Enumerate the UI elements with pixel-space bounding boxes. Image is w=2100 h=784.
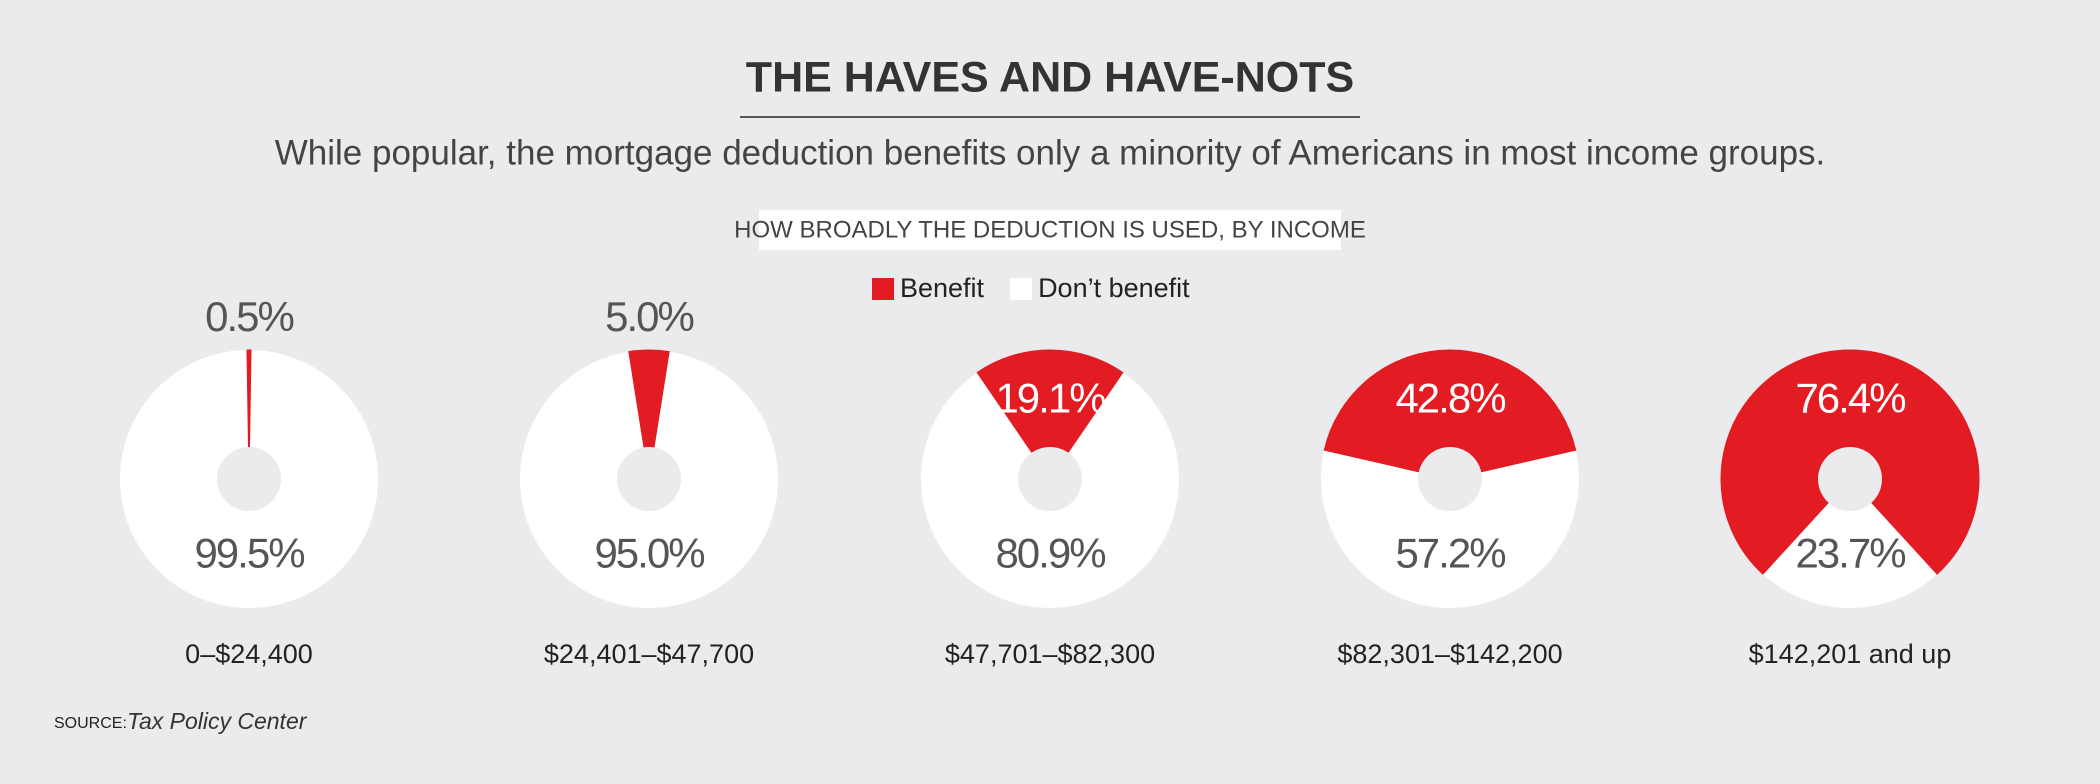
donut-segment	[1762, 479, 1938, 608]
data-label: 19.1%	[995, 375, 1105, 422]
data-label: 0.5%	[205, 293, 293, 340]
donut-hole	[217, 447, 281, 511]
donut-segment	[976, 349, 1124, 480]
category-label: $24,401–$47,700	[544, 639, 754, 669]
category-label: $82,301–$142,200	[1337, 639, 1562, 669]
chart-label: HOW BROADLY THE DEDUCTION IS USED, BY IN…	[734, 216, 1366, 243]
data-label: 80.9%	[995, 529, 1105, 576]
data-label: 99.5%	[194, 529, 304, 576]
legend-swatch	[872, 278, 894, 300]
data-label: 5.0%	[605, 293, 693, 340]
source-label: SOURCE:	[54, 715, 127, 732]
donut-segment	[246, 349, 252, 480]
legend-label: Don’t benefit	[1038, 273, 1190, 303]
data-label: 76.4%	[1795, 375, 1905, 422]
data-label: 42.8%	[1395, 375, 1505, 422]
data-label: 57.2%	[1395, 529, 1505, 576]
donut-hole	[617, 447, 681, 511]
chart-label-box	[759, 210, 1341, 250]
donut-segment	[1323, 349, 1577, 480]
data-label: 23.7%	[1795, 529, 1905, 576]
donut-hole	[1418, 447, 1482, 511]
category-label: $142,201 and up	[1749, 639, 1952, 669]
legend-swatch	[1010, 278, 1033, 300]
donut-segment	[628, 349, 670, 480]
donut-hole	[1018, 447, 1082, 511]
donut-hole	[1818, 447, 1882, 511]
legend-label: Benefit	[900, 273, 985, 303]
category-label: $47,701–$82,300	[945, 639, 1155, 669]
chart-title: THE HAVES AND HAVE-NOTS	[746, 53, 1354, 101]
data-label: 95.0%	[594, 529, 704, 576]
category-label: 0–$24,400	[185, 639, 313, 669]
source: Tax Policy Center	[127, 708, 308, 734]
donut-segment	[1320, 450, 1579, 608]
subtitle: While popular, the mortgage deduction be…	[275, 133, 1826, 172]
